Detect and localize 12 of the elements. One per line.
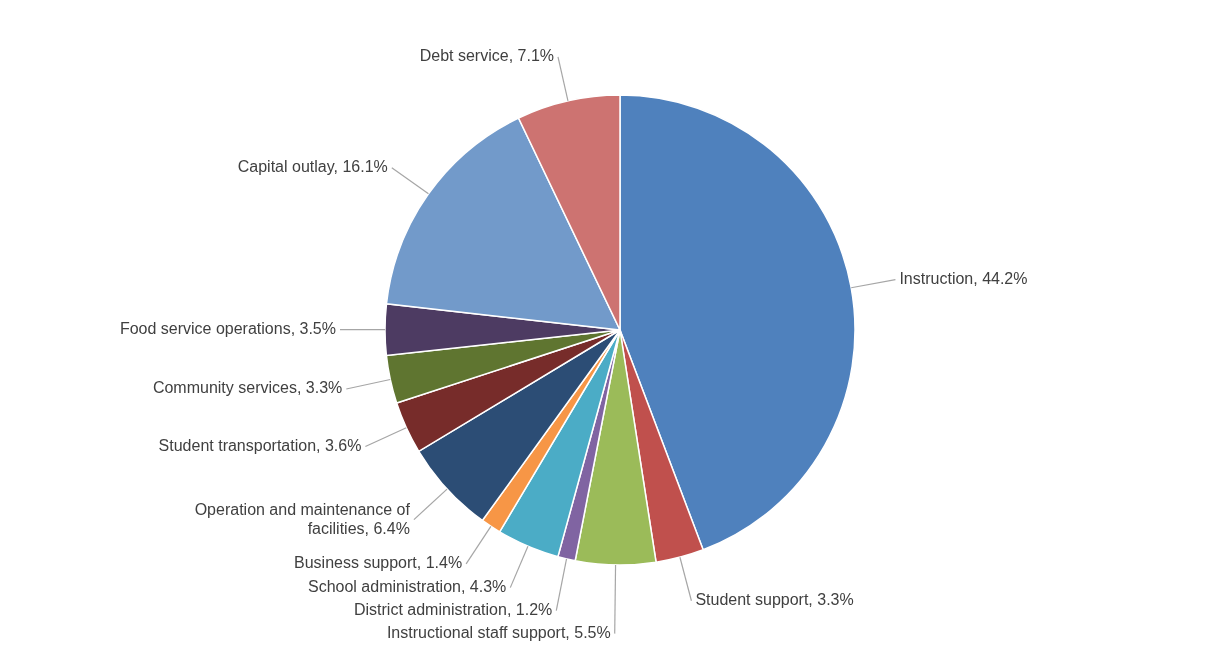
slice-label: Student transportation, 3.6% [158,437,362,455]
slice-label: District administration, 1.2% [353,601,553,619]
slice-label: Food service operations, 3.5% [119,320,336,338]
slice-label: Business support, 1.4% [294,554,463,572]
slice-label: Community services, 3.3% [152,379,343,397]
slice-label: Instructional staff support, 5.5% [386,624,611,642]
slice-label: Capital outlay, 16.1% [237,158,388,176]
slice-label: Operation and maintenance of facilities, 6.4% [194,500,411,537]
slice-label: Debt service, 7.1% [419,47,554,65]
slice-label: School administration, 4.3% [307,578,507,596]
slice-label: Instruction, 44.2% [899,270,1028,288]
slice-label: Student support, 3.3% [695,591,854,609]
